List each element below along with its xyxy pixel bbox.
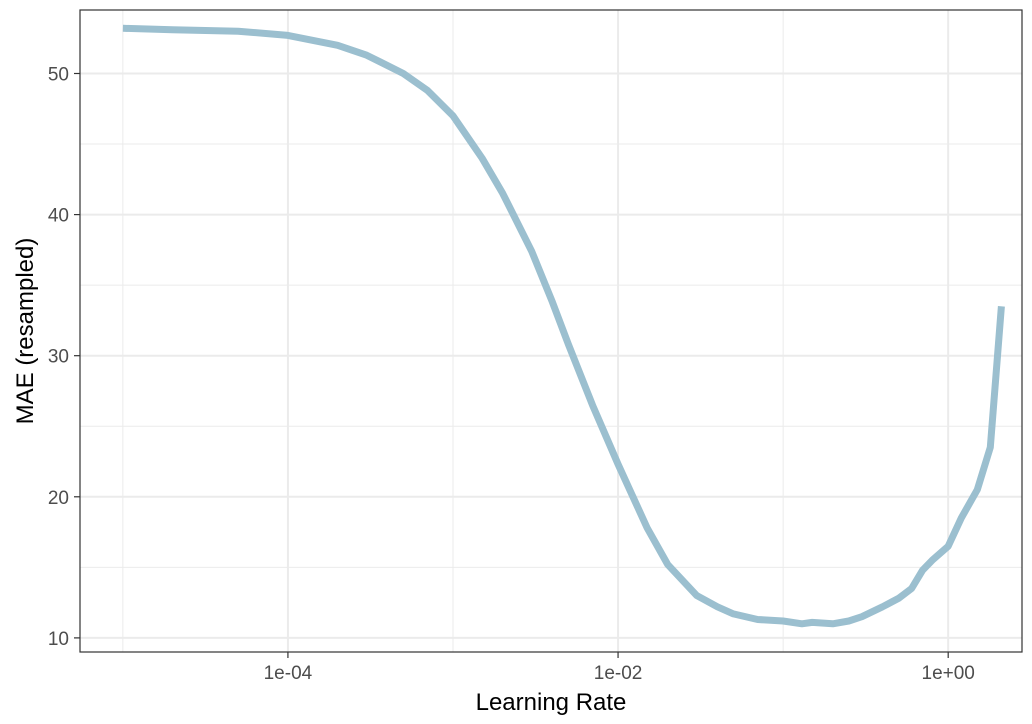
x-axis-title: Learning Rate — [476, 689, 627, 716]
y-tick-label: 50 — [48, 64, 69, 85]
y-tick-label: 10 — [48, 629, 69, 650]
series-layer — [122, 24, 1005, 628]
y-tick-label: 30 — [48, 347, 69, 368]
x-tick-label: 1e-02 — [594, 663, 643, 684]
y-axis-ticks: 10 20 30 40 50 — [48, 64, 80, 650]
x-axis-ticks: 1e-04 1e-02 1e+00 — [264, 652, 975, 684]
x-tick-label: 1e+00 — [922, 663, 975, 684]
x-tick-label: 1e-04 — [264, 663, 313, 684]
series-line-0 — [122, 24, 1005, 628]
y-tick-label: 40 — [48, 206, 69, 227]
y-tick-label: 20 — [48, 488, 69, 509]
panel-border — [79, 9, 1023, 653]
minor-gridlines — [80, 10, 1022, 652]
major-gridlines — [80, 10, 1022, 652]
y-axis-title: MAE (resampled) — [12, 238, 39, 425]
